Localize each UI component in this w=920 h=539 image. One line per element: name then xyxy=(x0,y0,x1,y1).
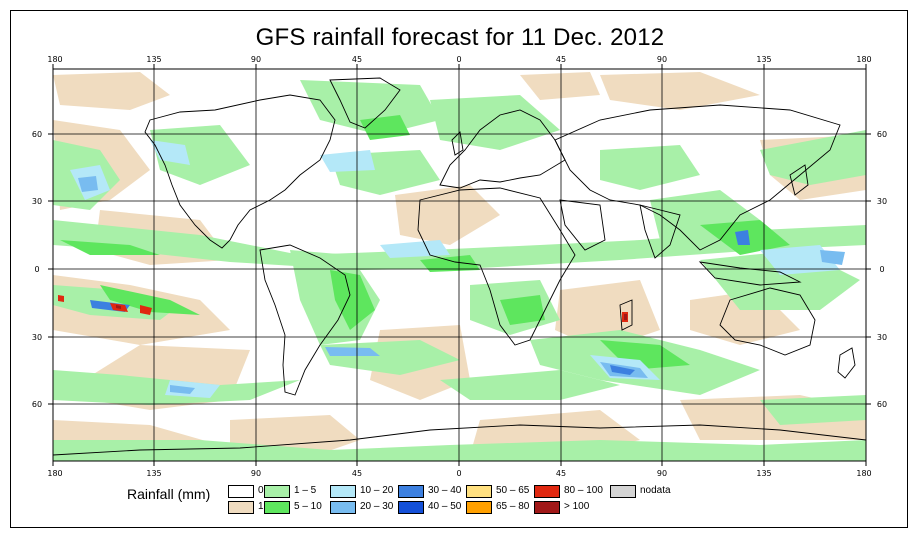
rain-over-100mm-zones xyxy=(116,305,627,320)
bottom-lon-label: 90 xyxy=(251,469,261,478)
top-lon-label: 135 xyxy=(146,55,161,64)
tick-marks xyxy=(48,64,871,466)
legend-label: 20 – 30 xyxy=(360,501,394,512)
legend-swatch xyxy=(466,485,492,498)
legend-label: nodata xyxy=(640,485,671,496)
legend-label: 1 – 5 xyxy=(294,485,317,496)
figure-frame xyxy=(10,10,908,528)
legend-label: 10 – 20 xyxy=(360,485,394,496)
top-lon-label: 90 xyxy=(251,55,261,64)
legend-swatch xyxy=(398,501,424,514)
bottom-lon-label: 90 xyxy=(657,469,667,478)
legend-label: 80 – 100 xyxy=(564,485,603,496)
bottom-lon-label: 135 xyxy=(756,469,771,478)
legend-label: 1 xyxy=(258,501,264,512)
legend-label: 0 xyxy=(258,485,264,496)
legend-label: > 100 xyxy=(564,501,590,512)
left-lat-label: 0 xyxy=(34,265,39,274)
top-lon-label: 180 xyxy=(47,55,62,64)
south-america-outline xyxy=(259,244,351,396)
uk-outline xyxy=(451,131,464,156)
right-lat-label: 60 xyxy=(877,400,887,409)
arabia-outline xyxy=(559,199,606,251)
legend-swatch xyxy=(264,485,290,498)
japan-outline xyxy=(789,164,809,196)
left-lat-label: 60 xyxy=(32,130,42,139)
greenland-outline xyxy=(329,77,401,129)
legend-label: 65 – 80 xyxy=(496,501,530,512)
top-lon-label: 45 xyxy=(352,55,362,64)
legend-swatch xyxy=(534,501,560,514)
top-lon-label: 180 xyxy=(856,55,871,64)
right-lat-labels: 60 30 0 30 60 xyxy=(877,130,887,409)
bottom-lon-labels: 180 135 90 45 0 45 90 135 180 xyxy=(47,469,871,478)
legend-swatch xyxy=(264,501,290,514)
north-america-outline xyxy=(144,94,336,249)
legend-swatch xyxy=(466,501,492,514)
map-title: GFS rainfall forecast for 11 Dec. 2012 xyxy=(255,24,665,51)
legend-label: 40 – 50 xyxy=(428,501,462,512)
map-area xyxy=(53,69,866,461)
new-zealand-outline xyxy=(837,347,856,379)
legend-swatch xyxy=(228,501,254,514)
bottom-lon-label: 45 xyxy=(556,469,566,478)
top-lon-label: 135 xyxy=(756,55,771,64)
bottom-lon-label: 135 xyxy=(146,469,161,478)
left-lat-label: 60 xyxy=(32,400,42,409)
bottom-lon-label: 180 xyxy=(47,469,62,478)
madagascar-outline xyxy=(619,299,633,331)
australia-outline xyxy=(719,287,816,356)
legend-label: 50 – 65 xyxy=(496,485,530,496)
left-lat-label: 30 xyxy=(32,333,42,342)
right-lat-label: 30 xyxy=(877,197,887,206)
india-outline xyxy=(639,204,681,259)
antarctica-outline xyxy=(53,424,866,456)
bottom-lon-label: 0 xyxy=(456,469,461,478)
legend-label: 5 – 10 xyxy=(294,501,322,512)
top-lon-label: 0 xyxy=(456,55,461,64)
right-lat-label: 60 xyxy=(877,130,887,139)
legend-swatch xyxy=(330,501,356,514)
left-lat-labels: 60 30 0 30 60 xyxy=(32,130,42,409)
legend-swatch xyxy=(534,485,560,498)
legend-swatch xyxy=(398,485,424,498)
legend-label: 30 – 40 xyxy=(428,485,462,496)
bottom-lon-label: 180 xyxy=(856,469,871,478)
asia-outline xyxy=(554,104,841,251)
top-lon-labels: 180 135 90 45 0 45 90 135 180 xyxy=(47,55,871,64)
top-lon-label: 90 xyxy=(657,55,667,64)
legend-swatch xyxy=(610,485,636,498)
right-lat-label: 30 xyxy=(877,333,887,342)
legend-swatch xyxy=(228,485,254,498)
africa-outline xyxy=(417,187,576,346)
top-lon-label: 45 xyxy=(556,55,566,64)
graticule xyxy=(53,69,866,461)
right-lat-label: 0 xyxy=(879,265,884,274)
legend-swatch xyxy=(330,485,356,498)
left-lat-label: 30 xyxy=(32,197,42,206)
bottom-lon-label: 45 xyxy=(352,469,362,478)
indonesia-outline xyxy=(698,261,802,286)
legend-title: Rainfall (mm) xyxy=(127,486,211,502)
coastlines xyxy=(53,77,866,456)
